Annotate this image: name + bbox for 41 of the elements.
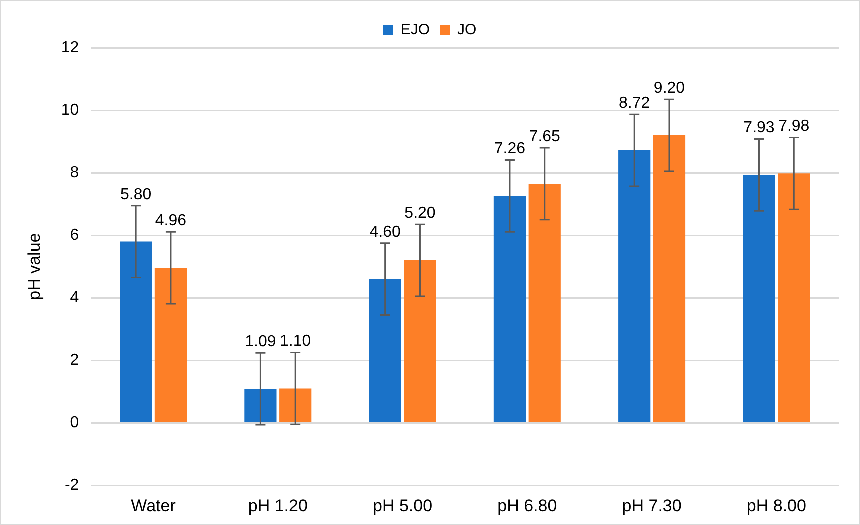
y-tick-label: 0 [70, 414, 80, 432]
y-tick-label: 4 [70, 289, 80, 306]
y-tick-label: 6 [70, 226, 80, 244]
bar [280, 388, 312, 422]
x-tick-label: pH 5.00 [373, 496, 433, 516]
data-label: 4.96 [155, 212, 187, 230]
bar [120, 242, 152, 422]
data-label: 7.65 [529, 128, 561, 146]
data-label: 7.98 [778, 118, 810, 136]
x-tick-label: pH 7.30 [622, 496, 682, 516]
bar [743, 175, 776, 422]
data-label: 4.60 [370, 224, 402, 241]
x-tick-label: Water [131, 496, 176, 516]
bar [404, 260, 436, 422]
y-axis-title: pH value [24, 233, 44, 300]
bar [244, 389, 277, 422]
legend-label: EJO [400, 22, 430, 39]
bar [494, 196, 526, 422]
data-label: 1.10 [280, 333, 312, 350]
legend-label: JO [458, 22, 477, 39]
data-label: 8.72 [619, 94, 650, 112]
bar [154, 268, 188, 422]
bar [618, 150, 651, 422]
bar [369, 279, 402, 422]
data-label: 5.80 [120, 186, 152, 204]
y-tick-label: 10 [61, 102, 80, 119]
data-label: 7.93 [744, 120, 775, 137]
data-label: 5.20 [404, 205, 436, 222]
y-tick-label: 2 [70, 352, 80, 369]
y-tick-label: -2 [64, 477, 80, 494]
y-tick-label: 12 [61, 39, 80, 56]
x-tick-label: pH 1.20 [248, 496, 308, 516]
x-tick-label: pH 8.00 [746, 496, 806, 516]
bar [653, 136, 686, 422]
bar [778, 174, 810, 422]
data-label: 9.20 [654, 80, 686, 97]
bar [528, 184, 561, 422]
data-label: 7.26 [494, 140, 526, 158]
data-label: 1.09 [245, 333, 276, 350]
x-tick-label: pH 6.80 [498, 496, 558, 516]
y-tick-label: 8 [70, 164, 80, 182]
